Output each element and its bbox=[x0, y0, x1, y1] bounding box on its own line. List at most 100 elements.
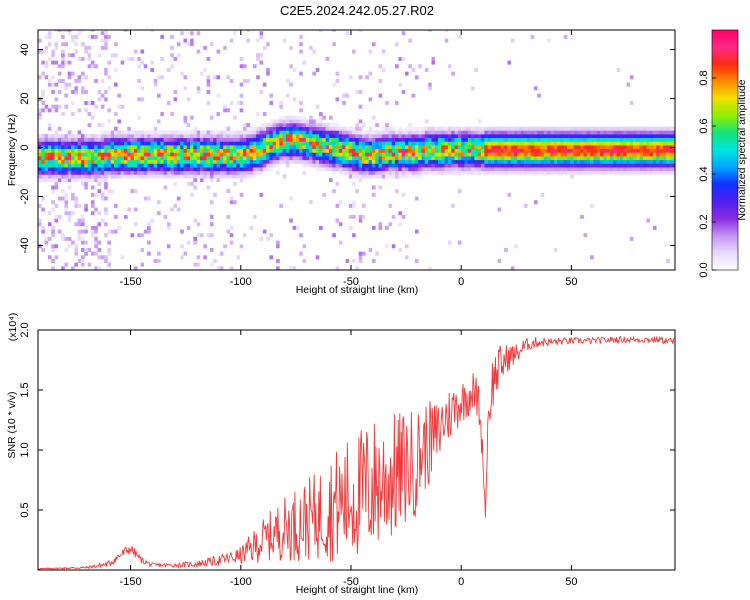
spectrogram-cell bbox=[533, 141, 538, 146]
spectrogram-cell bbox=[408, 134, 412, 139]
spectrogram-cell bbox=[381, 126, 386, 131]
spectrogram-cell bbox=[157, 152, 161, 157]
spectrogram-cell bbox=[100, 178, 105, 183]
spectrogram-cell bbox=[550, 141, 555, 146]
spectrogram-cell bbox=[203, 159, 207, 164]
spectrogram-cell bbox=[200, 167, 204, 172]
spectrogram-cell bbox=[104, 134, 108, 139]
spectrogram-cell bbox=[183, 141, 188, 146]
spectrogram-x-axis-label: Height of straight line (km) bbox=[296, 284, 419, 296]
spectrogram-cell bbox=[616, 141, 621, 146]
spectrogram-cell bbox=[371, 159, 376, 164]
spectrogram-cell bbox=[580, 152, 584, 157]
spectrogram-cell bbox=[180, 244, 184, 249]
spectrogram-cell bbox=[94, 174, 98, 179]
spectrogram-cell bbox=[576, 145, 581, 150]
spectrogram-cell bbox=[355, 137, 360, 142]
spectrogram-cell bbox=[391, 174, 396, 179]
spectrogram-cell bbox=[38, 178, 42, 183]
spectrogram-cell bbox=[114, 53, 118, 58]
spectrogram-cell bbox=[209, 148, 214, 153]
spectrogram-cell bbox=[276, 156, 280, 161]
spectrogram-x-tick-label: 50 bbox=[565, 276, 577, 288]
spectrogram-cell bbox=[447, 134, 452, 139]
spectrogram-cell bbox=[90, 60, 95, 65]
spectrogram-cell bbox=[226, 75, 231, 80]
spectrogram-cell bbox=[583, 145, 588, 150]
spectrogram-cell bbox=[186, 42, 191, 47]
spectrogram-cell bbox=[590, 130, 594, 135]
spectrogram-cell bbox=[54, 104, 59, 109]
spectrogram-cell bbox=[593, 159, 598, 164]
spectrogram-cell bbox=[87, 163, 92, 168]
spectrogram-cell bbox=[166, 167, 171, 172]
spectrogram-cell bbox=[315, 130, 320, 135]
spectrogram-cell bbox=[150, 167, 155, 172]
spectrogram-cell bbox=[338, 200, 343, 205]
spectrogram-cell bbox=[643, 156, 647, 161]
spectrogram-cell bbox=[170, 163, 174, 168]
spectrogram-cell bbox=[553, 126, 558, 131]
spectrogram-cell bbox=[67, 236, 72, 241]
spectrogram-cell bbox=[143, 130, 148, 135]
spectrogram-cell bbox=[71, 170, 75, 175]
spectrogram-cell bbox=[71, 266, 75, 270]
spectrogram-cell bbox=[580, 148, 584, 153]
spectrogram-cell bbox=[388, 156, 393, 161]
spectrogram-cell bbox=[573, 156, 578, 161]
spectrogram-cell bbox=[266, 67, 270, 72]
spectrogram-cell bbox=[166, 148, 171, 153]
spectrogram-cell bbox=[120, 145, 125, 150]
spectrogram-cell bbox=[226, 170, 231, 175]
spectrogram-cell bbox=[371, 174, 376, 179]
spectrogram-cell bbox=[143, 196, 148, 201]
spectrogram-cell bbox=[147, 167, 151, 172]
spectrogram-cell bbox=[524, 134, 528, 139]
spectrogram-cell bbox=[246, 134, 250, 139]
spectrogram-cell bbox=[256, 130, 260, 135]
spectrogram-cell bbox=[570, 137, 574, 142]
spectrogram-cell bbox=[84, 148, 88, 153]
spectrogram-cell bbox=[147, 196, 151, 201]
spectrogram-cell bbox=[315, 104, 320, 109]
spectrogram-cell bbox=[140, 159, 145, 164]
spectrogram-cell bbox=[553, 167, 558, 172]
spectrogram-cell bbox=[163, 159, 168, 164]
spectrogram-cell bbox=[414, 258, 419, 263]
spectrogram-cell bbox=[203, 134, 207, 139]
spectrogram-cell bbox=[120, 167, 125, 172]
spectrogram-cell bbox=[553, 148, 558, 153]
spectrogram-cell bbox=[143, 145, 148, 150]
spectrogram-cell bbox=[609, 141, 614, 146]
spectrogram-cell bbox=[580, 145, 584, 150]
spectrogram-cell bbox=[659, 137, 664, 142]
spectrogram-cell bbox=[494, 130, 498, 135]
spectrogram-cell bbox=[573, 130, 578, 135]
spectrogram-cell bbox=[378, 156, 383, 161]
spectrogram-cell bbox=[74, 244, 78, 249]
spectrogram-cell bbox=[411, 174, 416, 179]
spectrogram-cell bbox=[484, 163, 488, 168]
spectrogram-cell bbox=[388, 159, 393, 164]
spectrogram-cell bbox=[236, 101, 240, 105]
spectrogram-cell bbox=[567, 134, 571, 139]
spectrogram-cell bbox=[57, 174, 62, 179]
snr-panel: -150 -100 -50 0 50 0.51.01.52.0 (x10⁴) Heigh… bbox=[6, 313, 676, 596]
spectrogram-cell bbox=[90, 101, 95, 105]
spectrogram-cell bbox=[332, 233, 336, 238]
spectrogram-cell bbox=[616, 152, 621, 157]
spectrogram-cell bbox=[401, 56, 406, 61]
spectrogram-cell bbox=[315, 123, 320, 128]
spectrogram-cell bbox=[64, 145, 69, 150]
spectrogram-cell bbox=[358, 126, 363, 131]
spectrogram-cell bbox=[299, 71, 303, 76]
spectrogram-cell bbox=[504, 247, 508, 252]
spectrogram-cell bbox=[100, 104, 105, 109]
spectrogram-cell bbox=[252, 156, 257, 161]
spectrogram-cell bbox=[107, 167, 112, 172]
spectrogram-cell bbox=[170, 34, 174, 39]
spectrogram-cell bbox=[606, 145, 611, 150]
spectrogram-cell bbox=[289, 145, 293, 150]
spectrogram-cell bbox=[186, 145, 191, 150]
spectrogram-cell bbox=[672, 170, 675, 175]
